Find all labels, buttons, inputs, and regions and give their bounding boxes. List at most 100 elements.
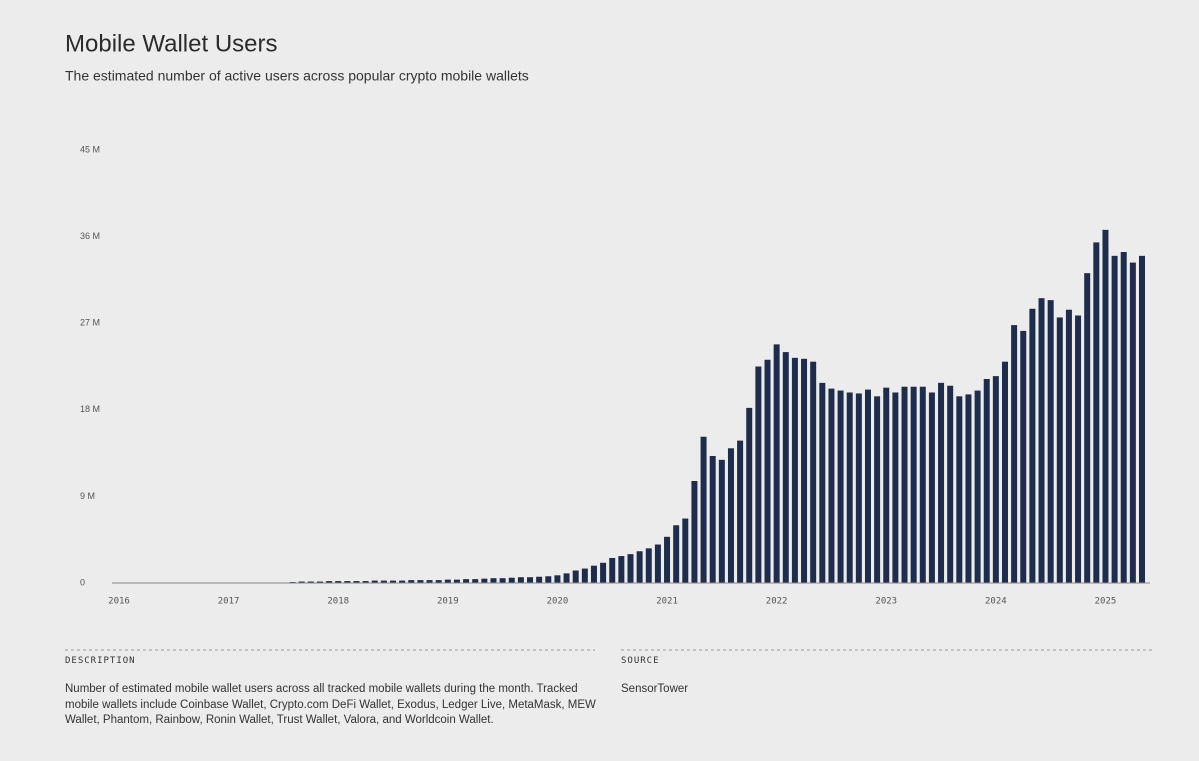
- bar: [344, 581, 351, 583]
- bar: [390, 580, 397, 583]
- chart-title: Mobile Wallet Users: [65, 30, 278, 57]
- bar: [782, 352, 789, 583]
- bar: [353, 581, 360, 583]
- bar: [1111, 255, 1118, 583]
- bar: [837, 390, 844, 583]
- bar: [737, 440, 744, 583]
- bar: [609, 557, 616, 583]
- x-tick-label: 2021: [656, 597, 678, 607]
- bar: [517, 577, 524, 583]
- y-tick-label: 36 M: [80, 231, 100, 241]
- x-tick-label: 2020: [547, 597, 569, 607]
- bar: [773, 344, 780, 583]
- bar: [1102, 229, 1109, 583]
- description-text: Number of estimated mobile wallet users …: [65, 683, 596, 726]
- bar: [408, 580, 415, 583]
- bar: [828, 388, 835, 583]
- bar: [298, 581, 305, 583]
- bar: [636, 551, 643, 583]
- bar: [545, 576, 552, 583]
- bar: [682, 518, 689, 583]
- y-tick-label: 45 M: [80, 144, 100, 154]
- bar: [1065, 309, 1072, 583]
- x-tick-label: 2022: [766, 597, 788, 607]
- bar: [499, 578, 506, 583]
- bar: [1011, 325, 1018, 583]
- bar: [508, 577, 515, 583]
- bar: [755, 366, 762, 583]
- bar: [965, 394, 972, 583]
- bar: [1001, 361, 1008, 583]
- bar: [563, 573, 570, 583]
- bar: [590, 565, 597, 583]
- bar: [746, 407, 753, 583]
- bar: [709, 455, 716, 583]
- bar: [938, 382, 945, 583]
- bar: [1056, 317, 1063, 583]
- bar: [846, 392, 853, 583]
- bar: [490, 578, 497, 583]
- bar: [654, 544, 661, 583]
- bar: [874, 396, 881, 583]
- bar: [572, 570, 579, 583]
- bar: [819, 382, 826, 583]
- x-tick-label: 2016: [108, 597, 130, 607]
- bar: [983, 379, 990, 583]
- bar: [472, 579, 479, 583]
- x-tick-label: 2024: [985, 597, 1007, 607]
- bar: [764, 359, 771, 583]
- bar: [536, 576, 543, 583]
- bar: [1093, 242, 1100, 583]
- bar: [581, 568, 588, 583]
- source-text: SensorTower: [621, 683, 689, 695]
- chart-subtitle: The estimated number of active users acr…: [65, 68, 529, 84]
- bar: [810, 361, 817, 583]
- bar: [928, 392, 935, 583]
- bar: [691, 481, 698, 583]
- bar: [527, 577, 534, 583]
- bar: [417, 580, 424, 583]
- y-tick-label: 18 M: [80, 404, 100, 414]
- x-tick-label: 2023: [875, 597, 897, 607]
- bar: [426, 580, 433, 583]
- bar: [326, 581, 333, 583]
- bar: [664, 536, 671, 583]
- bar: [673, 525, 680, 583]
- bar: [883, 387, 890, 583]
- bar: [1029, 308, 1036, 583]
- bar: [700, 436, 707, 583]
- bar: [307, 581, 314, 583]
- bar: [435, 580, 442, 583]
- bar: [335, 581, 342, 583]
- bar: [864, 389, 871, 583]
- bar: [1075, 315, 1082, 583]
- y-tick-label: 27 M: [80, 318, 100, 328]
- bar: [627, 554, 634, 583]
- bar: [554, 575, 561, 583]
- x-tick-label: 2018: [327, 597, 349, 607]
- x-tick-label: 2025: [1095, 597, 1117, 607]
- bar: [1139, 255, 1145, 583]
- bar: [718, 459, 725, 583]
- bar: [316, 581, 323, 583]
- bar: [399, 580, 406, 583]
- bar: [380, 580, 387, 583]
- bar: [947, 385, 954, 583]
- bar: [453, 579, 460, 583]
- y-tick-label: 9 M: [80, 491, 95, 501]
- bar: [362, 581, 369, 583]
- x-tick-label: 2019: [437, 597, 459, 607]
- bar: [371, 580, 378, 583]
- bar: [801, 358, 808, 583]
- description-heading: DESCRIPTION: [65, 656, 136, 666]
- bar: [1129, 262, 1136, 583]
- bar: [901, 386, 908, 583]
- bar: [481, 578, 488, 583]
- source-heading: SOURCE: [621, 656, 660, 666]
- bar: [791, 357, 798, 583]
- bar: [1120, 251, 1127, 584]
- bar: [600, 562, 607, 583]
- x-tick-label: 2017: [218, 597, 240, 607]
